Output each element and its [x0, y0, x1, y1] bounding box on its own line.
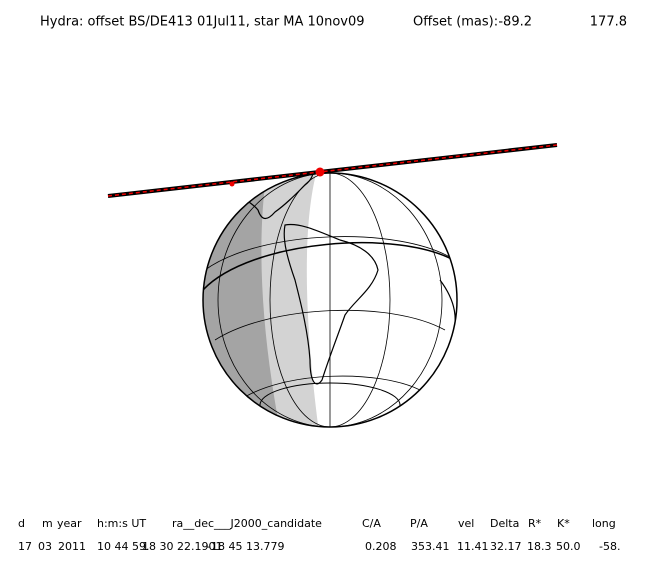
- table-header: d: [18, 517, 25, 530]
- table-cell: 11.41: [457, 540, 489, 553]
- table-header: K*: [557, 517, 570, 530]
- path-marker: [229, 181, 235, 187]
- table-header: P/A: [410, 517, 428, 530]
- table-header: long: [592, 517, 616, 530]
- table-cell: 2011: [58, 540, 86, 553]
- table-header: year: [57, 517, 82, 530]
- table-header: C/A: [362, 517, 381, 530]
- table-cell: 10 44 59.: [97, 540, 149, 553]
- table-cell: 0.208: [365, 540, 397, 553]
- table-cell: 32.17: [490, 540, 522, 553]
- table-header: ra__dec___J2000_candidate: [172, 517, 322, 530]
- table-header: m: [42, 517, 53, 530]
- shadow-center: [107, 144, 558, 197]
- antarctica: [259, 382, 401, 427]
- table-cell: -58.: [599, 540, 620, 553]
- table-cell: 18 30 22.1901: [142, 540, 222, 553]
- offset-label: Offset (mas):: [413, 15, 498, 30]
- table-cell: 17: [18, 540, 32, 553]
- table-cell: 50.0: [556, 540, 581, 553]
- closest-approach: [315, 167, 325, 177]
- table-cell: 18.3: [527, 540, 552, 553]
- title: Hydra: offset BS/DE413 01Jul11, star MA …: [40, 15, 365, 30]
- table-header: R*: [528, 517, 542, 530]
- table-cell: -18 45 13.779: [207, 540, 284, 553]
- table-header: h:m:s UT: [97, 517, 146, 530]
- table-header: vel: [458, 517, 474, 530]
- equator: [203, 242, 457, 291]
- table-cell: 353.41: [411, 540, 450, 553]
- text-layer: Hydra: offset BS/DE413 01Jul11, star MA …: [40, 15, 627, 30]
- offset-value: -89.2: [498, 15, 532, 30]
- table-header: Delta: [490, 517, 519, 530]
- table-cell: 03: [38, 540, 52, 553]
- offset-value: 177.8: [590, 15, 627, 30]
